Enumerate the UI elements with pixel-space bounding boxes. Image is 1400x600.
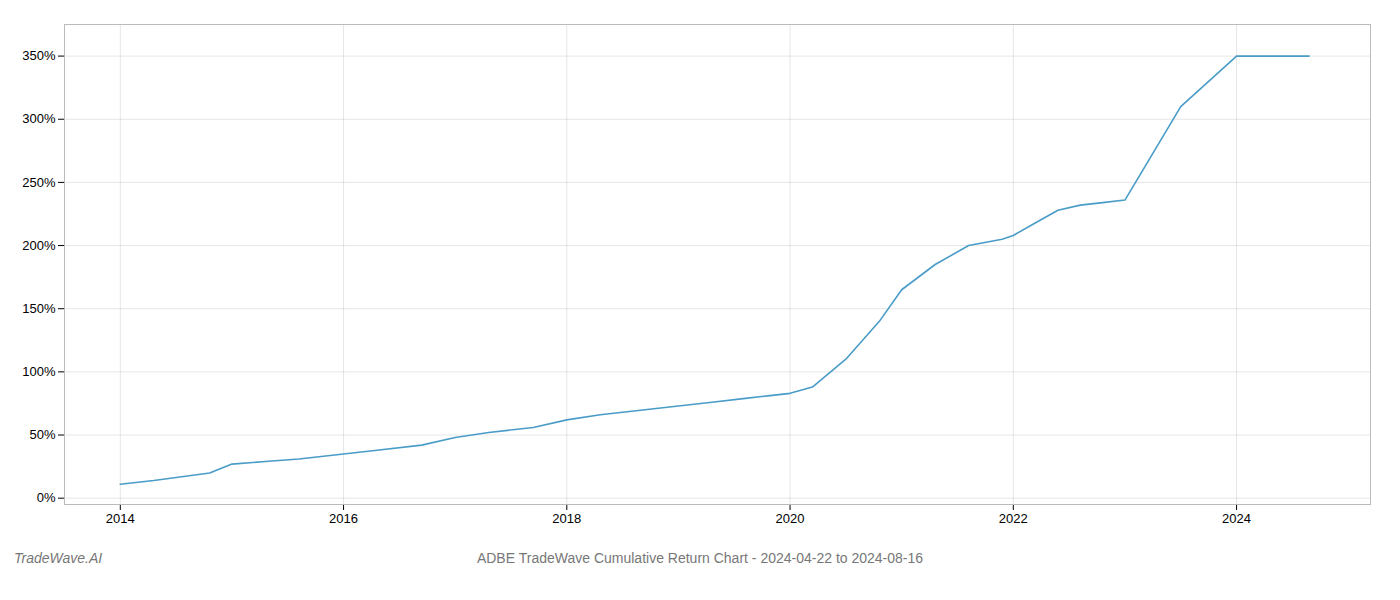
html-text:TradeWave.AI: TradeWave.AI	[14, 550, 103, 566]
svg-text:2014: 2014	[106, 511, 135, 526]
svg-text:2024: 2024	[1222, 511, 1251, 526]
svg-text:100%: 100%	[22, 364, 56, 379]
svg-text:350%: 350%	[22, 48, 56, 63]
svg-text:0%: 0%	[37, 490, 56, 505]
svg-text:2018: 2018	[552, 511, 581, 526]
svg-text:2016: 2016	[329, 511, 358, 526]
html-text:ADBE TradeWave Cumulative Retu: ADBE TradeWave Cumulative Return Chart -…	[476, 550, 924, 566]
svg-text:300%: 300%	[22, 111, 56, 126]
svg-text:200%: 200%	[22, 238, 56, 253]
svg-text:50%: 50%	[29, 427, 55, 442]
svg-text:2022: 2022	[999, 511, 1028, 526]
svg-text:250%: 250%	[22, 175, 56, 190]
svg-text:150%: 150%	[22, 301, 56, 316]
svg-text:2020: 2020	[776, 511, 805, 526]
